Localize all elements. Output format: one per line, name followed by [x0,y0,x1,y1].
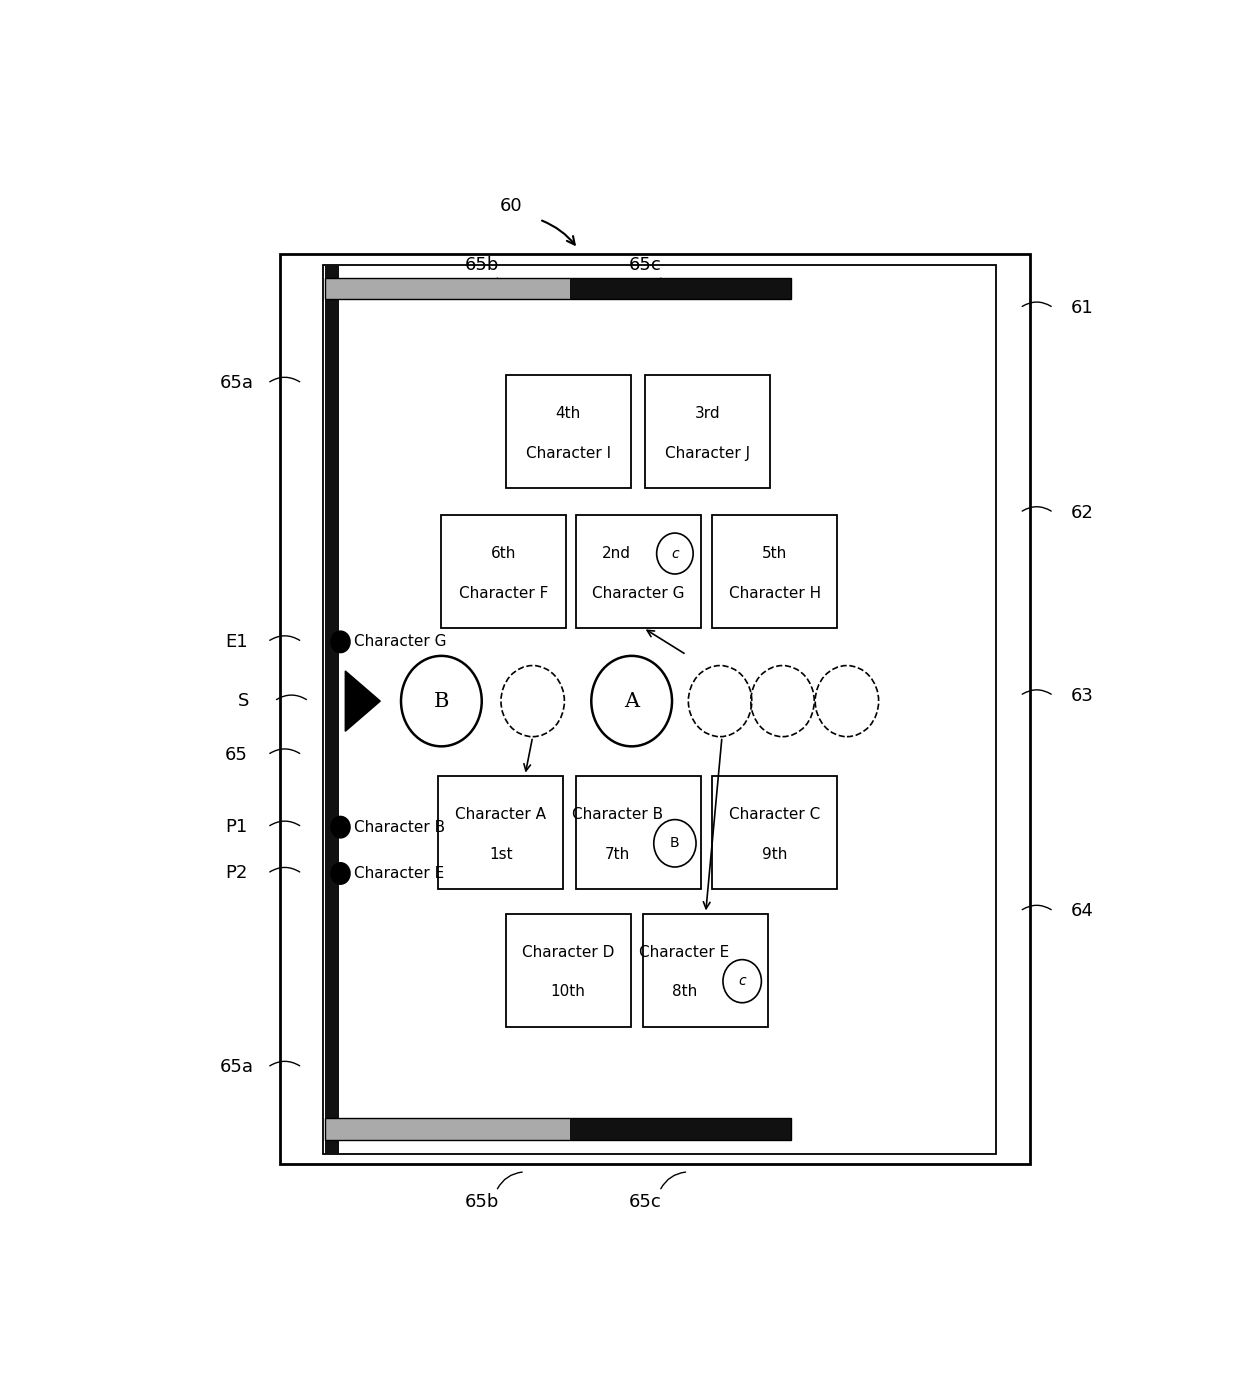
Text: 65c: 65c [629,256,661,274]
Text: Character I: Character I [526,446,611,460]
Text: P2: P2 [226,865,248,883]
Text: Character B: Character B [572,807,663,821]
Bar [570,278,791,299]
Bar [713,515,837,628]
Text: Character E: Character E [353,866,444,881]
Bar [325,1118,791,1140]
Text: A: A [624,691,639,711]
Text: 1st: 1st [489,846,513,862]
Text: Character J: Character J [665,446,750,460]
Text: E1: E1 [226,632,248,651]
Bar [645,375,770,488]
Bar [575,776,701,890]
Polygon shape [345,672,381,732]
Text: 7th: 7th [605,846,630,862]
Text: Character G: Character G [353,634,446,649]
Text: 65b: 65b [465,256,498,274]
Text: 8th: 8th [672,985,697,999]
Bar [506,914,631,1027]
Text: Character H: Character H [729,586,821,602]
Text: 6th: 6th [491,546,517,561]
Bar [570,1118,791,1140]
Text: 2nd: 2nd [601,546,631,561]
Text: 9th: 9th [763,846,787,862]
Text: Character E: Character E [640,944,729,960]
Bar [441,515,567,628]
Text: Character D: Character D [522,944,614,960]
Bar [280,255,1029,1164]
Text: 65c: 65c [629,1193,661,1212]
Text: 4th: 4th [556,406,580,421]
Text: 60: 60 [500,197,522,214]
Text: 64: 64 [1071,902,1094,921]
Text: 10th: 10th [551,985,585,999]
Bar [325,278,791,299]
Text: 65a: 65a [219,1059,254,1076]
Text: Character F: Character F [459,586,548,602]
Text: c: c [671,547,678,561]
Bar [325,1118,570,1140]
Circle shape [331,631,350,652]
Bar [439,776,563,890]
Text: Character C: Character C [729,807,821,821]
Bar [506,375,631,488]
Text: 61: 61 [1071,299,1094,318]
Text: 62: 62 [1071,504,1094,522]
Circle shape [331,817,350,838]
Text: 65: 65 [226,746,248,764]
Text: Character G: Character G [593,586,684,602]
Text: S: S [238,693,249,711]
Text: 65b: 65b [465,1193,498,1212]
Bar [325,278,570,299]
Bar [325,264,339,1154]
Bar [713,776,837,890]
Text: Character A: Character A [455,807,547,821]
Circle shape [331,863,350,884]
Text: 63: 63 [1071,687,1094,705]
Bar [644,914,768,1027]
Text: P1: P1 [226,818,248,837]
Text: Character B: Character B [353,820,445,835]
Text: 65a: 65a [219,375,254,392]
Text: c: c [738,974,746,988]
Bar [575,515,701,628]
Text: 5th: 5th [763,546,787,561]
Text: 3rd: 3rd [694,406,720,421]
Text: B: B [434,691,449,711]
Bar [324,264,996,1154]
Text: B: B [670,837,680,851]
